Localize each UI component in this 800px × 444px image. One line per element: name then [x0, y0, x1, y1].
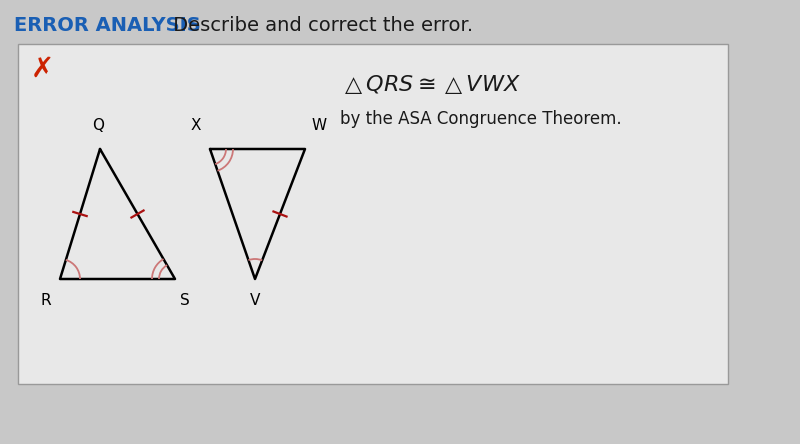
Text: W: W — [311, 118, 326, 133]
Text: X: X — [190, 118, 202, 133]
Text: V: V — [250, 293, 260, 308]
Text: Describe and correct the error.: Describe and correct the error. — [167, 16, 473, 36]
Text: by the ASA Congruence Theorem.: by the ASA Congruence Theorem. — [340, 110, 622, 128]
Text: ERROR ANALYSIS: ERROR ANALYSIS — [14, 16, 201, 36]
Text: R: R — [41, 293, 51, 308]
Text: S: S — [180, 293, 190, 308]
Text: Q: Q — [92, 118, 104, 133]
Text: $\triangle QRS \cong \triangle VWX$: $\triangle QRS \cong \triangle VWX$ — [340, 72, 521, 95]
FancyBboxPatch shape — [18, 44, 728, 384]
Text: ✗: ✗ — [30, 55, 54, 83]
